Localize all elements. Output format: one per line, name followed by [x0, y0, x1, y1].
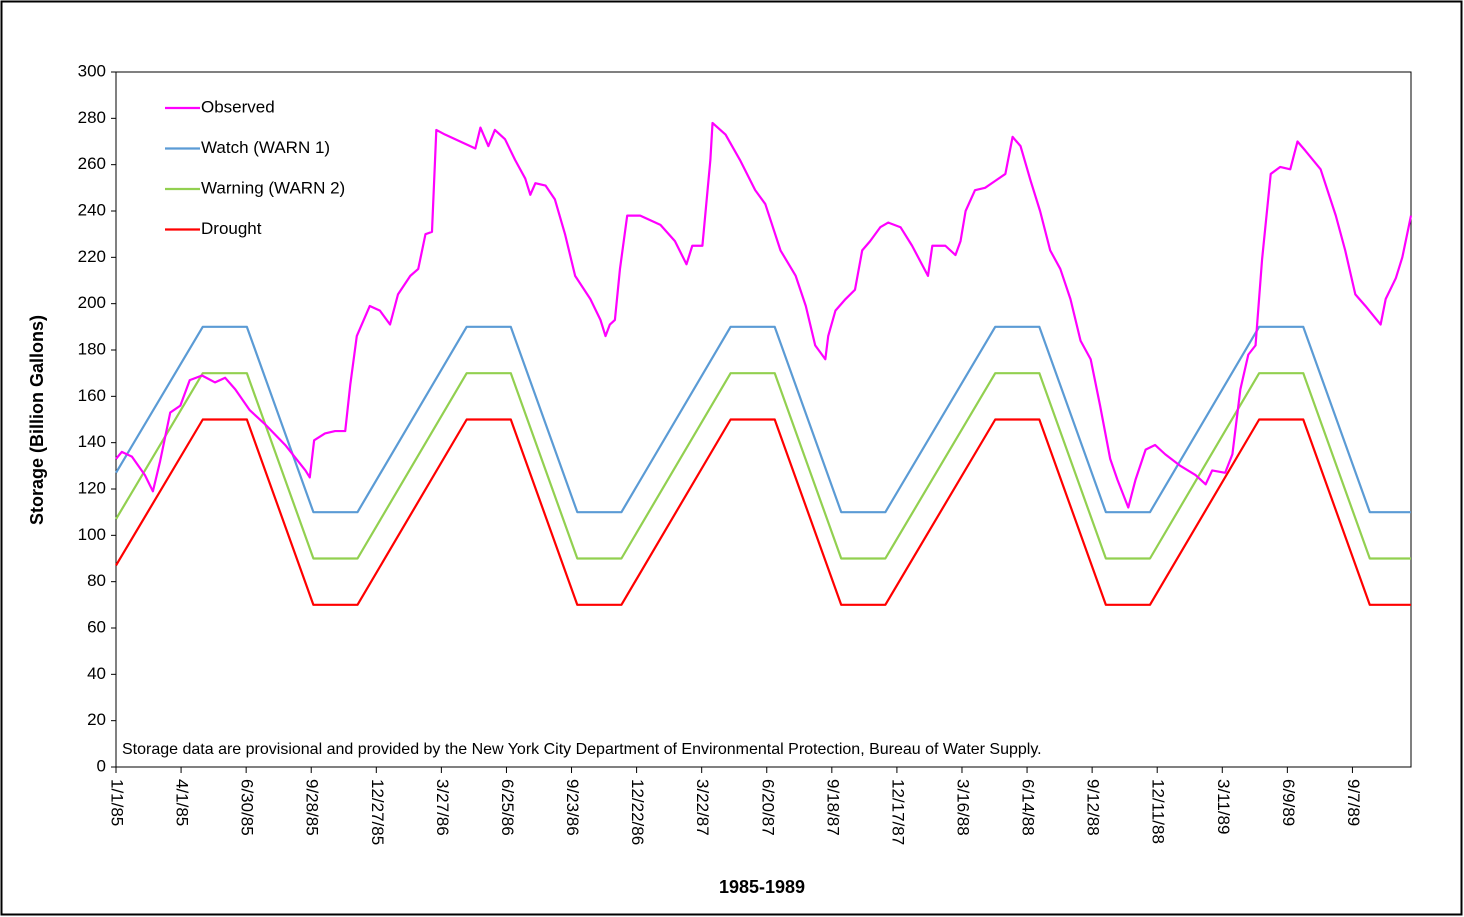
x-tick-label: 12/22/86	[628, 779, 647, 845]
x-tick-label: 3/27/86	[433, 779, 452, 836]
x-tick-label: 3/11/89	[1214, 779, 1233, 834]
series-line	[115, 325, 1411, 514]
x-tick-label: 4/1/85	[173, 779, 192, 826]
x-tick-label: 6/9/89	[1279, 779, 1298, 826]
y-tick-label: 180	[78, 339, 106, 358]
x-tick-label: 9/28/85	[303, 779, 322, 836]
y-tick-label: 100	[78, 525, 106, 544]
x-tick-label: 6/25/86	[498, 779, 517, 836]
legend-label: Drought	[201, 219, 262, 238]
x-tick-label: 9/12/88	[1084, 779, 1103, 836]
y-axis-title: Storage (Billion Gallons)	[27, 315, 47, 525]
series-line	[115, 418, 1411, 606]
x-tick-label: 6/20/87	[758, 779, 777, 836]
series-line	[115, 121, 1413, 509]
x-tick-label: 1/1/85	[108, 779, 127, 826]
y-tick-label: 220	[78, 247, 106, 266]
y-tick-label: 0	[97, 756, 106, 775]
x-tick-label: 6/14/88	[1019, 779, 1038, 836]
x-tick-label: 3/16/88	[953, 779, 972, 836]
y-tick-label: 20	[87, 710, 106, 729]
x-tick-label: 6/30/85	[238, 779, 257, 836]
y-tick-label: 80	[87, 571, 106, 590]
x-tick-label: 12/27/85	[368, 779, 387, 845]
x-tick-label: 9/23/86	[563, 779, 582, 836]
y-tick-label: 120	[78, 478, 106, 497]
legend-label: Warning (WARN 2)	[201, 178, 345, 197]
x-tick-label: 3/22/87	[693, 779, 712, 836]
y-tick-label: 200	[78, 293, 106, 312]
y-tick-label: 140	[78, 432, 106, 451]
x-tick-label: 12/17/87	[888, 779, 907, 845]
series-line	[115, 372, 1411, 560]
y-tick-label: 60	[87, 617, 106, 636]
x-axis-title: 1985-1989	[719, 877, 805, 897]
x-tick-label: 12/11/88	[1149, 779, 1168, 844]
y-tick-label: 40	[87, 664, 106, 683]
plot-area	[115, 71, 1412, 768]
y-tick-label: 240	[78, 200, 106, 219]
x-tick-label: 9/7/89	[1344, 779, 1363, 826]
y-tick-label: 280	[78, 108, 106, 127]
x-tick-label: 9/18/87	[823, 779, 842, 836]
legend-label: Watch (WARN 1)	[201, 138, 330, 157]
annotation: Storage data are provisional and provide…	[122, 741, 1042, 758]
legend-label: Observed	[201, 97, 275, 116]
y-tick-label: 260	[78, 154, 106, 173]
y-tick-label: 160	[78, 386, 106, 405]
y-tick-label: 300	[78, 61, 106, 80]
